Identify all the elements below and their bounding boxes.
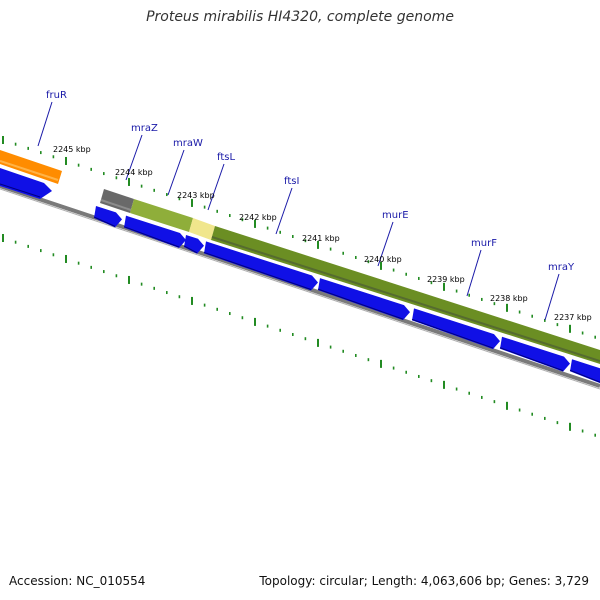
cds-arrow-edge xyxy=(317,288,404,320)
cds-arrow-edge xyxy=(499,347,564,372)
gene-leader-line xyxy=(167,149,185,196)
gene-label-fruR: fruR xyxy=(46,90,67,101)
cds-arrow-edge xyxy=(183,245,198,254)
cds-arrow-edge xyxy=(569,369,600,383)
cds-arrow xyxy=(412,308,500,350)
gene-label-ftsI: ftsI xyxy=(284,176,299,187)
gene-label-mraW: mraW xyxy=(173,138,203,149)
gene-label-murE: murE xyxy=(382,210,409,221)
kbp-label: 2245 kbp xyxy=(53,145,91,154)
map-title: Proteus mirabilis HI4320, complete genom… xyxy=(146,9,454,25)
kbp-label: 2242 kbp xyxy=(239,213,277,222)
kbp-label: 2238 kbp xyxy=(490,294,528,303)
gene-labels: fruR mraZ mraW ftsL ftsI murE murF mraY xyxy=(37,90,575,321)
gene-label-mraY: mraY xyxy=(548,262,575,273)
gene-leader-line xyxy=(207,163,225,211)
cds-arrow xyxy=(204,241,318,291)
cds-arrow-edge xyxy=(123,226,180,248)
mraZ-feature-dark xyxy=(100,189,134,213)
kbp-label: 2239 kbp xyxy=(427,275,465,284)
cds-track xyxy=(93,206,600,384)
kbp-labels: 2245 kbp 2244 kbp 2243 kbp 2242 kbp 2241 kbp… xyxy=(53,145,592,322)
cds-arrow xyxy=(318,278,410,321)
gene-leader-line xyxy=(544,273,560,321)
accession-label: Accession: NC_010554 xyxy=(9,574,146,588)
kbp-label: 2237 kbp xyxy=(554,313,592,322)
cds-arrow-edge xyxy=(411,318,494,349)
kbp-label: 2240 kbp xyxy=(364,255,402,264)
gene-leader-line xyxy=(377,221,394,267)
cds-arrow xyxy=(570,359,600,384)
gene-leader-line xyxy=(275,187,293,235)
kbp-label: 2244 kbp xyxy=(115,168,153,177)
gene-leader-line xyxy=(125,134,143,181)
gene-label-murF: murF xyxy=(471,238,497,249)
fruR-feature-bar xyxy=(0,150,62,184)
tick-track-lower xyxy=(2,234,597,437)
operon-feature-bar xyxy=(211,226,600,364)
tick-track-upper xyxy=(2,136,597,339)
ftsL-feature-highlight xyxy=(189,218,215,240)
cds-arrow xyxy=(94,206,122,228)
gene-label-mraZ: mraZ xyxy=(131,123,158,134)
kbp-label: 2241 kbp xyxy=(302,234,340,243)
genome-summary: Topology: circular; Length: 4,063,606 bp… xyxy=(259,574,589,588)
cds-arrow xyxy=(500,336,570,372)
mraW-feature-light xyxy=(130,199,193,232)
gene-label-ftsL: ftsL xyxy=(217,152,235,163)
backbone xyxy=(0,184,600,390)
gene-leader-line xyxy=(37,101,53,147)
cds-arrow-edge xyxy=(203,251,312,290)
fruR-cds-arrow xyxy=(0,168,52,199)
gene-leader-line xyxy=(466,249,482,297)
cds-arrow-edge xyxy=(93,216,116,227)
kbp-label: 2243 kbp xyxy=(177,191,215,200)
cds-arrow xyxy=(124,215,186,248)
